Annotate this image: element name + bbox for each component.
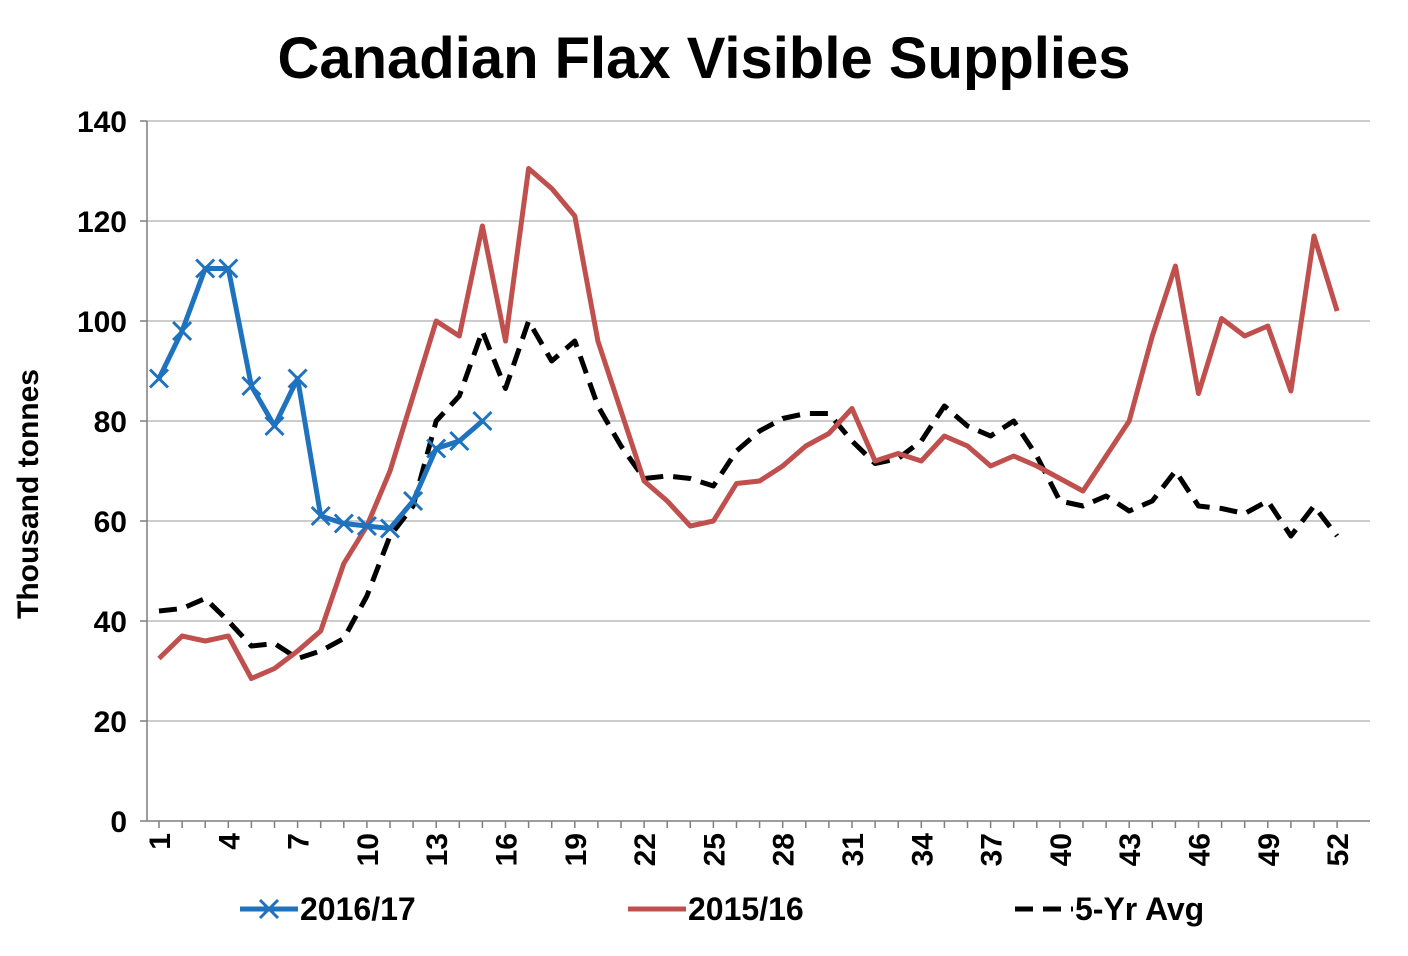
data-point-marker — [287, 368, 308, 389]
marker-stroke — [403, 490, 424, 512]
x-tick-label: 28 — [768, 833, 801, 866]
x-tick-label: 1 — [144, 833, 177, 850]
gridlines — [147, 120, 1370, 722]
legend-item-2016-17: 2016/17 — [240, 891, 416, 927]
x-tick-label: 4 — [213, 833, 246, 850]
y-tick-label: 60 — [94, 506, 127, 539]
data-point-marker — [379, 518, 401, 539]
marker-stroke — [379, 518, 401, 539]
data-point-marker — [148, 368, 170, 389]
legend-marker — [258, 898, 280, 920]
data-point-marker — [472, 410, 493, 432]
y-tick-label: 20 — [94, 706, 127, 739]
y-tick-label: 100 — [77, 306, 127, 339]
series-line-5-yr-avg — [158, 318, 1340, 661]
x-tick-label: 22 — [629, 833, 662, 866]
y-tick-label: 120 — [77, 206, 127, 239]
series-line-2015-16 — [157, 166, 1340, 681]
marker-stroke — [241, 375, 262, 397]
x-tick-label: 34 — [906, 833, 939, 867]
x-tick-label: 16 — [491, 833, 524, 866]
marker-stroke — [426, 438, 447, 459]
marker-stroke — [264, 415, 285, 437]
legend-item-5-yr-avg: 5-Yr Avg — [1015, 891, 1204, 927]
x-tick-label: 43 — [1114, 833, 1147, 866]
data-point-marker — [449, 430, 470, 452]
legend-item-2015-16: 2015/16 — [628, 891, 804, 927]
data-point-marker — [426, 438, 447, 459]
series-line-2016-17 — [156, 266, 485, 531]
data-point-marker — [264, 415, 285, 437]
x-tick-label: 52 — [1322, 833, 1355, 866]
x-tick-label: 46 — [1184, 833, 1217, 866]
legend-label: 2016/17 — [300, 891, 416, 927]
x-tick-label: 19 — [560, 833, 593, 866]
axes — [146, 121, 1370, 822]
marker-stroke — [218, 258, 239, 279]
marker-stroke — [195, 258, 216, 279]
x-tick-label: 40 — [1045, 833, 1078, 866]
data-point-marker — [333, 513, 354, 534]
marker-stroke — [449, 430, 470, 452]
data-point-marker — [195, 258, 216, 279]
marker-stroke — [287, 368, 308, 389]
y-axis-ticks: 0 20 40 60 80 100 120 140 — [77, 106, 147, 839]
legend-label: 2015/16 — [688, 891, 804, 927]
series-layer — [148, 166, 1340, 681]
data-point-marker — [241, 375, 262, 397]
x-axis-ticks: 1 4 7 10 13 16 19 22 25 28 31 34 37 40 43 46 49 52 — [144, 821, 1355, 866]
legend: 2016/17 2015/16 5-Yr Avg — [240, 891, 1204, 927]
y-tick-label: 0 — [110, 806, 127, 839]
marker-stroke — [172, 320, 193, 342]
y-tick-label: 140 — [77, 106, 127, 139]
marker-stroke — [356, 515, 377, 537]
y-tick-label: 80 — [94, 406, 127, 439]
data-point-marker — [172, 320, 193, 342]
x-tick-label: 25 — [698, 833, 731, 866]
x-tick-label: 7 — [283, 833, 316, 850]
marker-stroke — [333, 513, 354, 534]
marker-stroke — [472, 410, 493, 432]
y-axis-label: Thousand tonnes — [12, 369, 45, 619]
x-tick-label: 37 — [976, 833, 1009, 866]
x-tick-label: 31 — [837, 833, 870, 866]
data-point-marker — [218, 258, 239, 279]
data-point-marker — [403, 490, 424, 512]
x-tick-label: 49 — [1253, 833, 1286, 866]
y-tick-label: 40 — [94, 606, 127, 639]
legend-label: 5-Yr Avg — [1075, 891, 1204, 927]
x-tick-label: 13 — [421, 833, 454, 866]
marker-stroke — [148, 368, 170, 389]
x-tick-label: 10 — [352, 833, 385, 866]
data-point-marker — [310, 505, 331, 527]
data-point-marker — [356, 515, 377, 537]
marker-stroke — [310, 505, 331, 527]
chart-title: Canadian Flax Visible Supplies — [277, 26, 1130, 91]
